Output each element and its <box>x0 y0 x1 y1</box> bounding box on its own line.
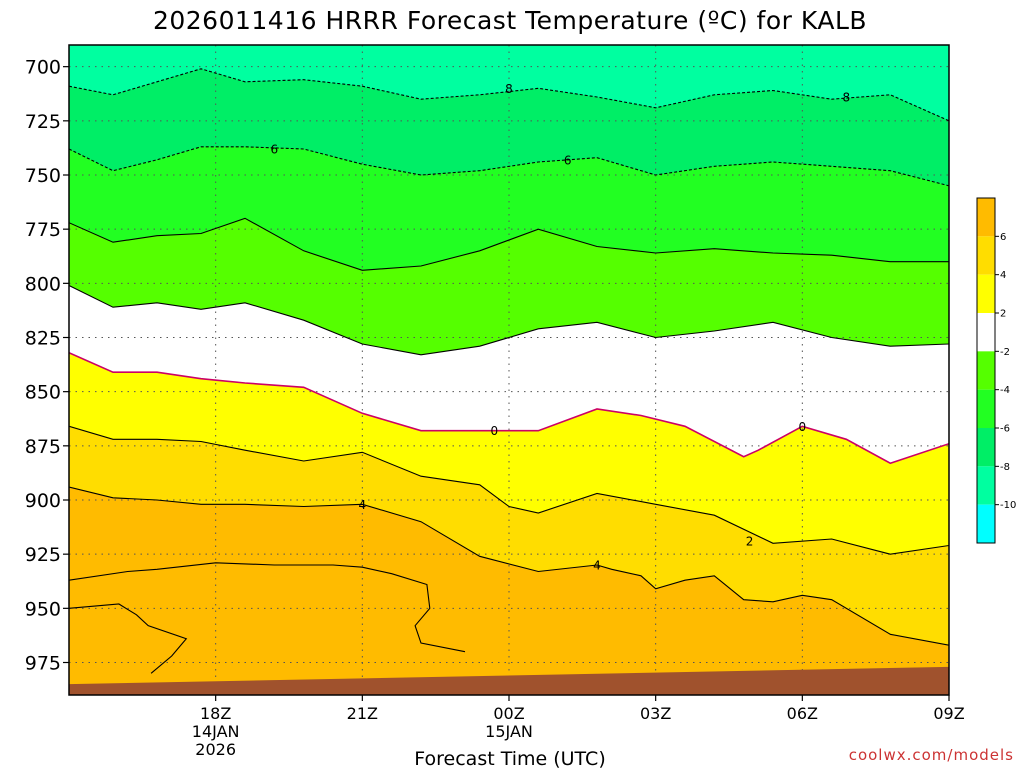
chart-title: 2026011416 HRRR Forecast Temperature (ºC… <box>153 6 867 35</box>
y-tick-label: 975 <box>25 653 61 675</box>
x-axis-label: Forecast Time (UTC) <box>414 748 605 768</box>
contour-line <box>69 146 949 187</box>
x-tick-label: 06Z <box>787 704 818 723</box>
colorbar-swatch <box>977 313 995 352</box>
contour-line <box>69 603 188 674</box>
x-tick-label: 09Z <box>933 704 964 723</box>
colorbar-legend: 6 4 2 -2 -4 -6 -8 -10 <box>976 197 1016 544</box>
y-tick-label: 825 <box>25 328 61 350</box>
y-axis: 700 725 750 775 800 825 850 875 900 925 950 975 <box>25 57 69 675</box>
colorbar-label: -6 <box>1000 424 1010 435</box>
colorbar-swatch <box>977 198 995 237</box>
colorbar-swatch <box>977 274 995 313</box>
contour-label: 0 <box>799 420 807 434</box>
x-tick-year: 2026 <box>195 740 236 759</box>
colorbar-frame <box>976 197 996 544</box>
contour-line <box>69 285 949 356</box>
contour-line <box>69 486 949 646</box>
y-tick-label: 850 <box>25 382 61 404</box>
contour-label: 4 <box>359 498 367 512</box>
contour-line <box>69 425 949 555</box>
colorbar-swatch <box>977 504 995 543</box>
plot-area: 8 8 6 6 0 0 2 4 4 <box>69 45 949 695</box>
colorbar-label: -8 <box>1000 462 1010 473</box>
colorbar-label: -4 <box>1000 385 1010 396</box>
contour-line <box>69 351 949 465</box>
contour-lines <box>69 68 949 674</box>
contour-label: 2 <box>746 535 754 549</box>
colorbar-label: -10 <box>1000 500 1016 511</box>
colorbar-label: 2 <box>1000 309 1006 320</box>
band-fill <box>69 562 465 695</box>
colorbar-swatch <box>977 428 995 467</box>
contour-line <box>69 562 466 653</box>
y-tick-label: 750 <box>25 165 61 187</box>
surface-fill <box>69 666 949 695</box>
contour-label: 8 <box>843 91 851 105</box>
y-tick-label: 800 <box>25 273 61 295</box>
y-tick-label: 725 <box>25 111 61 133</box>
colorbar-label: 6 <box>1000 232 1006 243</box>
contour-label: 0 <box>491 424 499 438</box>
contour-line <box>69 68 949 122</box>
x-tick-label: 18Z <box>200 704 231 723</box>
contour-label: 6 <box>271 143 279 157</box>
y-tick-label: 775 <box>25 219 61 241</box>
grid-lines <box>69 45 949 695</box>
y-tick-label: 875 <box>25 436 61 458</box>
x-tick-date: 15JAN <box>485 722 533 741</box>
y-tick-label: 900 <box>25 490 61 512</box>
y-tick-label: 700 <box>25 57 61 79</box>
x-tick-date: 14JAN <box>192 722 240 741</box>
colorbar-swatch <box>977 236 995 275</box>
ground-surface <box>69 666 949 695</box>
contour-labels: 8 8 6 6 0 0 2 4 4 <box>271 82 851 573</box>
contour-label: 4 <box>593 559 601 573</box>
colorbar-swatch <box>977 351 995 390</box>
colorbar-label: -2 <box>1000 347 1010 358</box>
credit-text: coolwx.com/models <box>849 746 1014 764</box>
y-tick-label: 950 <box>25 598 61 620</box>
band-fill <box>69 604 187 695</box>
x-tick-label: 21Z <box>347 704 378 723</box>
colorbar-label: 4 <box>1000 270 1006 281</box>
contour-label: 6 <box>564 153 572 167</box>
contour-line <box>69 217 949 271</box>
colorbar-swatch <box>977 466 995 505</box>
y-tick-label: 925 <box>25 544 61 566</box>
contour-label: 8 <box>505 82 513 96</box>
x-tick-label: 00Z <box>493 704 524 723</box>
colorbar-swatch <box>977 389 995 428</box>
x-tick-label: 03Z <box>640 704 671 723</box>
